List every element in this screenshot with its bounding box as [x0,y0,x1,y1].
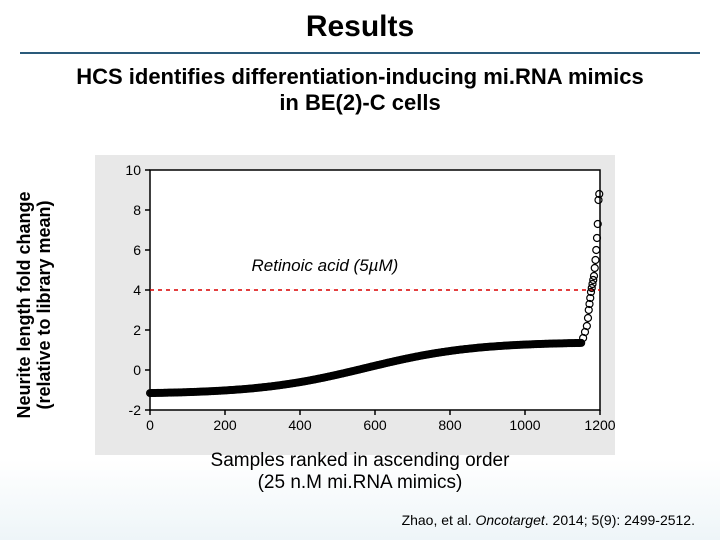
page-title: Results [0,0,720,44]
svg-text:600: 600 [363,417,387,433]
ylabel-line2: (relative to library mean) [34,200,54,409]
xlabel-line2: (25 n.M mi.RNA mimics) [0,472,720,494]
subtitle-line1: HCS identifies differentiation-inducing … [76,64,644,89]
citation-journal: Oncotarget [476,512,545,528]
x-axis-label: Samples ranked in ascending order (25 n.… [0,450,720,494]
xlabel-line1: Samples ranked in ascending order [0,450,720,472]
svg-text:1200: 1200 [584,417,615,433]
svg-text:10: 10 [125,162,141,178]
svg-text:800: 800 [438,417,462,433]
chart-svg: 020040060080010001200-20246810 [95,155,615,455]
svg-text:6: 6 [133,242,141,258]
svg-text:200: 200 [213,417,237,433]
citation: Zhao, et al. Oncotarget. 2014; 5(9): 249… [402,512,695,528]
chart-container: Neurite length fold change (relative to … [95,155,615,455]
svg-text:8: 8 [133,202,141,218]
divider [20,52,700,54]
svg-text:4: 4 [133,282,141,298]
slide: Results HCS identifies differentiation-i… [0,0,720,540]
svg-text:2: 2 [133,322,141,338]
citation-author: Zhao, et al. [402,512,476,528]
svg-text:0: 0 [133,362,141,378]
subtitle: HCS identifies differentiation-inducing … [0,64,720,117]
svg-text:0: 0 [146,417,154,433]
citation-rest: . 2014; 5(9): 2499-2512. [545,512,695,528]
y-axis-label: Neurite length fold change (relative to … [15,191,55,418]
svg-text:400: 400 [288,417,312,433]
svg-text:1000: 1000 [509,417,540,433]
subtitle-line2: in BE(2)-C cells [279,90,440,115]
svg-text:-2: -2 [129,402,142,418]
ylabel-line1: Neurite length fold change [14,191,34,418]
chart-annotation: Retinoic acid (5µM) [248,256,403,276]
